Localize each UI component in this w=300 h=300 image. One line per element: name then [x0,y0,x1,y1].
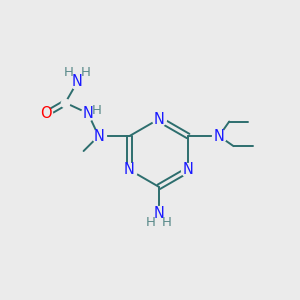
Text: H: H [162,216,172,229]
Text: N: N [124,162,135,177]
Text: N: N [153,206,164,221]
Text: N: N [214,128,224,143]
Text: H: H [146,216,155,229]
Text: N: N [82,106,94,121]
Text: N: N [72,74,83,89]
Text: H: H [81,66,91,79]
Text: H: H [64,66,74,79]
Text: N: N [93,128,104,143]
Text: N: N [183,162,194,177]
Text: O: O [40,106,52,121]
Text: N: N [153,112,164,127]
Text: H: H [91,104,101,117]
